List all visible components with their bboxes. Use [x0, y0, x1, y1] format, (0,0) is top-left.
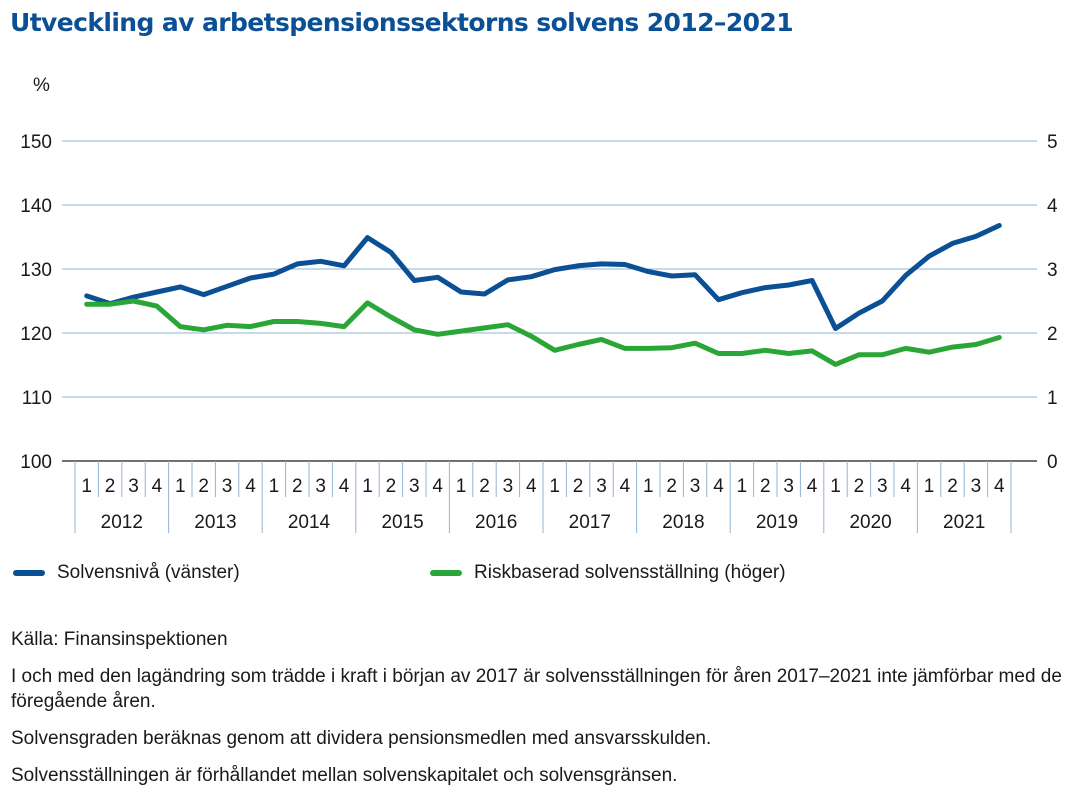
x-quarter-label: 4 — [807, 476, 818, 497]
x-quarter-label: 3 — [690, 476, 701, 497]
x-quarter-label: 4 — [994, 476, 1005, 497]
x-quarter-label: 1 — [362, 476, 373, 497]
x-quarter-label: 1 — [830, 476, 841, 497]
notes: Källa: Finansinspektionen I och med den … — [11, 627, 1077, 800]
y-left-tick-140: 140 — [20, 196, 52, 217]
y-left-tick-150: 150 — [20, 132, 52, 153]
x-quarter-label: 3 — [971, 476, 982, 497]
y-right-tick-3: 3 — [1047, 260, 1058, 281]
x-quarter-label: 3 — [409, 476, 420, 497]
y-right-tick-4: 4 — [1047, 196, 1058, 217]
y-right-tick-1: 1 — [1047, 388, 1058, 409]
y-right-tick-5: 5 — [1047, 132, 1058, 153]
x-year-label-2014: 2014 — [288, 512, 331, 533]
y-left-tick-100: 100 — [20, 452, 52, 473]
x-quarter-label: 2 — [105, 476, 116, 497]
x-quarter-label: 4 — [339, 476, 350, 497]
x-quarter-label: 1 — [924, 476, 935, 497]
x-quarter-label: 3 — [877, 476, 888, 497]
legend-swatch-green — [430, 570, 462, 576]
y-right-tick-0: 0 — [1047, 452, 1058, 473]
x-year-label-2019: 2019 — [756, 512, 798, 533]
x-quarter-label: 4 — [432, 476, 443, 497]
y-left-tick-120: 120 — [20, 324, 52, 345]
x-quarter-label: 4 — [620, 476, 631, 497]
legend-label-riskbaserad: Riskbaserad solvensställning (höger) — [474, 562, 786, 583]
legend-label-solvensniva: Solvensnivå (vänster) — [57, 562, 240, 583]
x-quarter-label: 2 — [666, 476, 677, 497]
x-quarter-label: 4 — [900, 476, 911, 497]
y-unit-label: % — [33, 75, 50, 96]
x-quarter-label: 3 — [783, 476, 794, 497]
x-quarter-label: 1 — [269, 476, 280, 497]
x-year-label-2015: 2015 — [381, 512, 423, 533]
footnote-comparability: I och med den lagändring som trädde i kr… — [11, 666, 1062, 712]
series-line-riskbaserad — [84, 298, 1002, 367]
y-left-tick-130: 130 — [20, 260, 52, 281]
legend-item-riskbaserad: Riskbaserad solvensställning (höger) — [430, 562, 786, 584]
x-quarter-label: 2 — [573, 476, 584, 497]
x-year-label-2016: 2016 — [475, 512, 517, 533]
x-quarter-label: 4 — [713, 476, 724, 497]
x-quarter-label: 1 — [737, 476, 748, 497]
footnote-solvency-position: Solvensställningen är förhållandet mella… — [11, 765, 678, 786]
x-quarter-label: 2 — [386, 476, 397, 497]
footnote-solvency-ratio: Solvensgraden beräknas genom att divider… — [11, 728, 712, 749]
x-quarter-label: 4 — [245, 476, 256, 497]
x-year-label-2018: 2018 — [662, 512, 704, 533]
y-left-tick-110: 110 — [22, 388, 52, 409]
x-quarter-label: 3 — [503, 476, 514, 497]
legend-swatch-blue — [13, 570, 45, 576]
x-quarter-label: 1 — [549, 476, 560, 497]
x-quarter-label: 3 — [596, 476, 607, 497]
x-quarter-label: 2 — [292, 476, 303, 497]
y-axis-left: 100 110 120 130 140 150 — [20, 132, 52, 473]
chart-title: Utveckling av arbetspensionssektorns sol… — [10, 8, 794, 37]
x-quarter-label: 4 — [152, 476, 163, 497]
y-right-tick-2: 2 — [1047, 324, 1058, 345]
x-quarter-label: 3 — [315, 476, 326, 497]
legend: Solvensnivå (vänster) Riskbaserad solven… — [13, 562, 1073, 588]
x-year-label-2013: 2013 — [194, 512, 236, 533]
x-quarter-label: 1 — [456, 476, 467, 497]
x-quarter-label: 1 — [81, 476, 92, 497]
x-quarter-label: 2 — [947, 476, 958, 497]
x-quarter-label: 2 — [854, 476, 865, 497]
legend-item-solvensniva: Solvensnivå (vänster) — [13, 562, 240, 584]
series-line-solvensniva — [84, 223, 1002, 331]
x-year-label-2020: 2020 — [849, 512, 891, 533]
x-quarter-label: 2 — [198, 476, 209, 497]
x-quarter-label: 3 — [222, 476, 233, 497]
x-quarter-label: 2 — [760, 476, 771, 497]
x-year-label-2021: 2021 — [943, 512, 985, 533]
gridlines — [62, 140, 1037, 462]
series-lines — [84, 223, 1002, 367]
x-quarter-label: 4 — [526, 476, 537, 497]
y-axis-right: 0 1 2 3 4 5 — [1047, 132, 1058, 473]
x-year-label-2012: 2012 — [101, 512, 143, 533]
x-quarter-label: 2 — [479, 476, 490, 497]
x-quarter-label: 1 — [175, 476, 186, 497]
source-note: Källa: Finansinspektionen — [11, 629, 228, 650]
x-quarter-label: 3 — [128, 476, 139, 497]
x-year-label-2017: 2017 — [569, 512, 611, 533]
x-quarter-label: 1 — [643, 476, 654, 497]
